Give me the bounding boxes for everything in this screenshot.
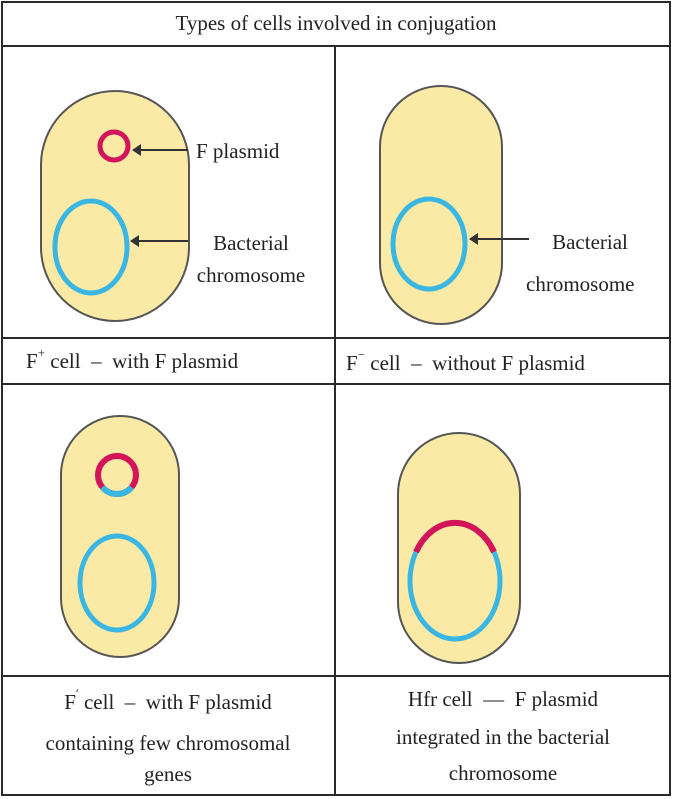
- f-minus-sup: −: [357, 347, 366, 362]
- f-minus-chromosome: [390, 196, 468, 292]
- hfr-caption-line1: Hfr cell — F plasmid: [407, 687, 599, 711]
- f-prime-chromosome: [77, 533, 157, 633]
- arrow-bacterial-chromosome-1: [130, 235, 188, 247]
- divider-row1-label: [2, 337, 670, 339]
- label-bacterial-2: Bacterial: [552, 230, 628, 254]
- label-f-plasmid: F plasmid: [196, 139, 280, 163]
- f-prime-sup: ′: [75, 686, 79, 701]
- hfr-chromosome: [407, 519, 503, 642]
- divider-row2: [2, 383, 670, 385]
- f-minus-caption-text: cell – without F plasmid: [365, 351, 585, 375]
- arrow-f-plasmid: [132, 144, 188, 156]
- f-prime-caption-text: cell – with F plasmid: [78, 690, 272, 714]
- f-prime-caption-line1: F′ cell – with F plasmid: [2, 686, 334, 715]
- f-prime-caption-line2: containing few chromosomal: [45, 731, 291, 755]
- hfr-caption-line2: integrated in the bacterial: [396, 725, 610, 749]
- f-prime-plasmid: [95, 453, 139, 498]
- f-prime-symbol: F: [64, 690, 76, 714]
- f-plus-caption-text: cell – with F plasmid: [45, 349, 239, 373]
- label-chromosome-1: chromosome: [196, 263, 306, 287]
- divider-title: [2, 45, 670, 47]
- label-bacterial-1: Bacterial: [213, 231, 289, 255]
- label-chromosome-2: chromosome: [526, 272, 635, 296]
- f-plus-caption: F+ cell – with F plasmid: [26, 345, 239, 374]
- f-prime-caption-line3: genes: [144, 762, 192, 786]
- f-minus-caption: F− cell – without F plasmid: [346, 347, 585, 376]
- divider-row2-label: [2, 675, 670, 677]
- hfr-caption-line3: chromosome: [448, 761, 558, 785]
- arrow-bacterial-chromosome-2: [469, 233, 529, 245]
- diagram-title: Types of cells involved in conjugation: [175, 11, 497, 35]
- f-plus-plasmid: [97, 129, 131, 163]
- f-plus-chromosome: [52, 198, 130, 296]
- f-plus-sup: +: [37, 345, 46, 360]
- f-plus-symbol: F: [26, 349, 38, 373]
- f-minus-symbol: F: [346, 351, 358, 375]
- divider-vertical: [334, 45, 336, 796]
